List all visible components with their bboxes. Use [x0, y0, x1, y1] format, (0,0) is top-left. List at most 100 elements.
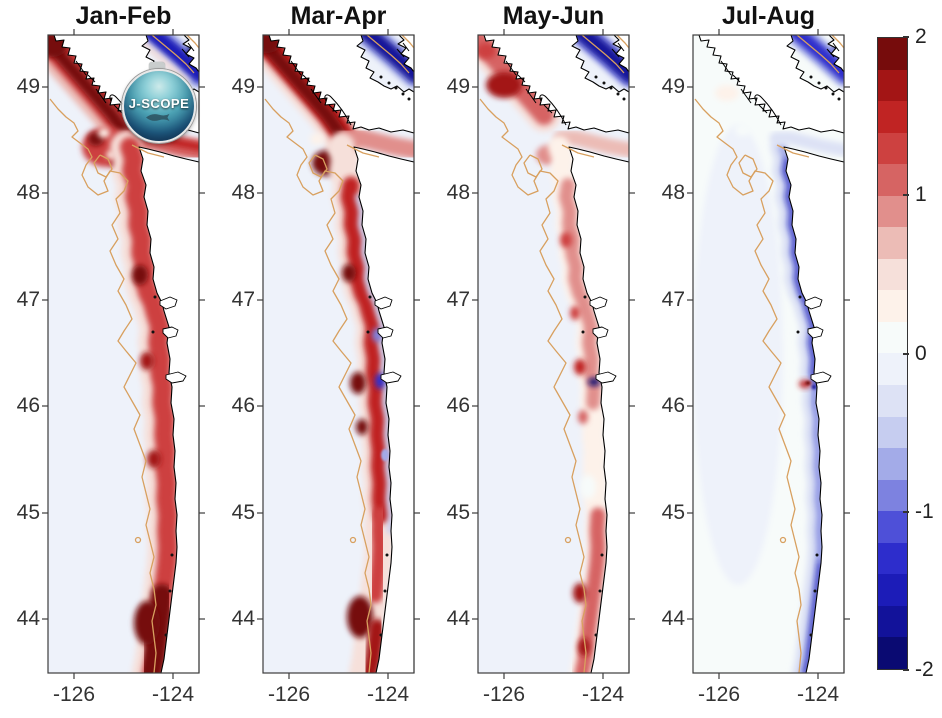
isobath-contour	[479, 34, 630, 674]
islet	[379, 75, 383, 79]
landmass-coastline	[698, 34, 845, 674]
islet	[407, 97, 411, 101]
islet	[153, 295, 157, 299]
y-tick-label: 45	[661, 501, 685, 524]
colorbar-tick	[903, 194, 909, 197]
islet	[368, 295, 372, 299]
y-tick-label: 44	[661, 607, 685, 630]
inlet	[832, 42, 840, 52]
y-tick-label: 48	[446, 181, 470, 204]
y-tick-label: 44	[231, 607, 255, 630]
y-tick-label: 46	[16, 394, 40, 417]
islet	[609, 86, 613, 90]
colorbar-segment	[878, 132, 907, 165]
x-tick-label: -124	[581, 683, 625, 706]
inlet	[758, 104, 768, 114]
islet	[379, 633, 383, 637]
inlet	[826, 48, 835, 58]
colorbar-segment	[878, 479, 907, 512]
islet	[817, 81, 821, 85]
colorbar-segment	[878, 290, 907, 322]
logo-label: J-SCOPE	[128, 95, 190, 111]
anomaly-field	[48, 35, 199, 673]
inlet	[525, 88, 537, 104]
x-tick-label: -126	[52, 683, 96, 706]
inlet	[181, 48, 190, 58]
y-tick-label: 47	[16, 288, 40, 311]
anomaly-field	[263, 35, 414, 673]
colorbar-segment	[878, 353, 907, 386]
panel-title-jan-feb: Jan-Feb	[75, 2, 172, 30]
y-tick-label: 46	[661, 394, 685, 417]
estuary	[804, 296, 823, 310]
islet	[813, 589, 817, 593]
y-tick-label: 48	[661, 181, 685, 204]
x-tick-label: -124	[151, 683, 195, 706]
estuary	[592, 326, 609, 339]
map-canvas-may-jun	[472, 29, 635, 679]
estuary	[159, 296, 178, 310]
inlet	[328, 104, 338, 114]
inlet	[290, 60, 302, 76]
colorbar-segment	[878, 101, 907, 133]
colorbar-tick	[903, 352, 909, 355]
y-tick-label: 44	[446, 607, 470, 630]
x-tick-label: -124	[796, 683, 840, 706]
colorbar-tick-label: 0	[915, 341, 927, 365]
inlet	[611, 48, 620, 58]
y-tick-label: 49	[446, 75, 470, 98]
fish-icon	[146, 113, 170, 121]
islet	[837, 97, 841, 101]
inlet	[187, 42, 195, 52]
axes-frame	[692, 34, 845, 674]
x-tick-label: -126	[267, 683, 311, 706]
inlet	[324, 94, 352, 126]
estuary	[374, 296, 393, 310]
axes-frame	[47, 34, 200, 674]
inlet	[732, 74, 741, 83]
y-tick-label: 48	[16, 181, 40, 204]
isobath-contour	[49, 34, 200, 674]
y-tick-label: 47	[231, 288, 255, 311]
landmass-coastline	[268, 34, 415, 674]
logo-tab	[149, 62, 165, 71]
axis-ticks	[257, 29, 420, 679]
colorbar-segment	[878, 574, 907, 606]
colorbar-segment	[878, 195, 907, 228]
islet	[366, 330, 370, 334]
islet	[616, 92, 620, 96]
axes-frame	[477, 34, 630, 674]
estuary	[589, 296, 608, 310]
inlet	[543, 104, 553, 114]
islet	[594, 75, 598, 79]
anomaly-field	[693, 35, 844, 673]
islet	[594, 633, 598, 637]
axes-frame	[262, 34, 415, 674]
islet	[600, 553, 604, 557]
islet	[831, 92, 835, 96]
inlet	[310, 88, 322, 104]
inlet	[113, 104, 123, 114]
islet	[583, 295, 587, 299]
colorbar-segment	[878, 258, 907, 291]
islet	[394, 86, 398, 90]
inlet	[539, 94, 567, 126]
colorbar-segment	[878, 321, 907, 354]
x-tick-label: -126	[697, 683, 741, 706]
anomaly-field	[478, 35, 629, 673]
islet	[598, 589, 602, 593]
colorbar-segment	[878, 227, 907, 259]
y-tick-label: 47	[446, 288, 470, 311]
islet	[383, 589, 387, 593]
estuary	[380, 371, 402, 384]
panel-title-may-jun: May-Jun	[502, 2, 605, 30]
y-tick-label: 48	[231, 181, 255, 204]
y-tick-label: 45	[231, 501, 255, 524]
inlet	[75, 60, 87, 76]
islet	[164, 633, 168, 637]
x-tick-label: -124	[366, 683, 410, 706]
inlet	[617, 42, 625, 52]
inlet	[720, 60, 732, 76]
colorbar-segment	[878, 511, 907, 543]
inlet	[302, 74, 311, 83]
